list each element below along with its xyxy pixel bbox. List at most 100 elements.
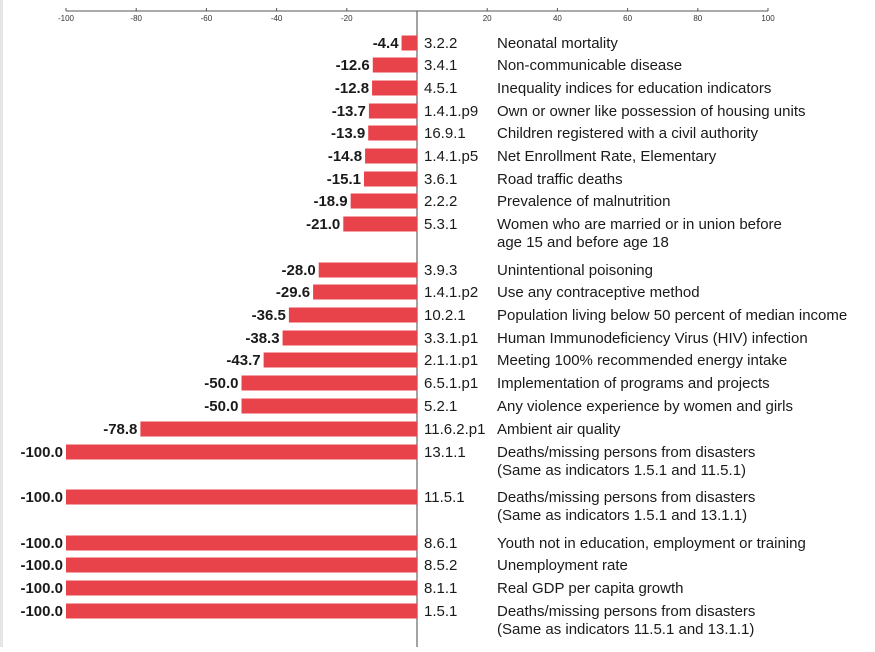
bar bbox=[372, 57, 417, 73]
indicator-code: 8.5.2 bbox=[424, 557, 457, 574]
category-label: Implementation of programs and projects bbox=[497, 375, 770, 392]
indicator-code: 1.4.1.p5 bbox=[424, 148, 478, 165]
category-label: Deaths/missing persons from disasters bbox=[497, 489, 755, 506]
indicator-code: 8.6.1 bbox=[424, 535, 457, 552]
frame-edge bbox=[0, 0, 3, 647]
data-label: -28.0 bbox=[282, 262, 316, 279]
indicator-code: 8.1.1 bbox=[424, 580, 457, 597]
data-label: -36.5 bbox=[252, 307, 286, 324]
category-label: (Same as indicators 1.5.1 and 13.1.1) bbox=[497, 507, 747, 524]
data-label: -15.1 bbox=[327, 171, 361, 188]
data-label: -50.0 bbox=[204, 398, 238, 415]
bar bbox=[282, 330, 417, 346]
indicator-code: 11.5.1 bbox=[424, 489, 465, 506]
category-label: Population living below 50 percent of me… bbox=[497, 307, 847, 324]
bar bbox=[241, 375, 417, 391]
category-label: Youth not in education, employment or tr… bbox=[497, 535, 806, 552]
category-label: Prevalence of malnutrition bbox=[497, 193, 670, 210]
x-tick-label: -40 bbox=[271, 14, 283, 23]
data-label: -21.0 bbox=[306, 216, 340, 233]
indicator-code: 2.2.2 bbox=[424, 193, 457, 210]
indicator-code: 5.2.1 bbox=[424, 398, 457, 415]
category-label: Deaths/missing persons from disasters bbox=[497, 444, 755, 461]
bar bbox=[343, 216, 417, 232]
bar bbox=[288, 307, 417, 323]
x-tick-label: -80 bbox=[130, 14, 142, 23]
indicator-code: 3.2.2 bbox=[424, 35, 457, 52]
x-tick-label: -100 bbox=[58, 14, 75, 23]
data-label: -4.4 bbox=[373, 35, 400, 52]
bar bbox=[140, 421, 418, 437]
bar bbox=[401, 35, 417, 51]
indicator-code: 3.4.1 bbox=[424, 57, 457, 74]
category-label: Any violence experience by women and gir… bbox=[497, 398, 793, 415]
bar bbox=[66, 489, 417, 505]
indicator-code: 1.4.1.p2 bbox=[424, 284, 478, 301]
bar bbox=[66, 557, 417, 573]
bar bbox=[368, 125, 417, 141]
data-label: -50.0 bbox=[204, 375, 238, 392]
data-label: -12.8 bbox=[335, 80, 369, 97]
x-tick-label: 20 bbox=[483, 14, 492, 23]
bar bbox=[66, 603, 417, 619]
bar bbox=[363, 171, 417, 187]
bar bbox=[66, 580, 417, 596]
category-label: Ambient air quality bbox=[497, 421, 621, 438]
category-label: Road traffic deaths bbox=[497, 171, 623, 188]
data-label: -13.7 bbox=[332, 103, 366, 120]
category-label: Neonatal mortality bbox=[497, 35, 618, 52]
category-label: Net Enrollment Rate, Elementary bbox=[497, 148, 717, 165]
bar bbox=[350, 193, 417, 209]
category-label: Inequality indices for education indicat… bbox=[497, 80, 771, 97]
label-layer: -4.4 3.2.2 Neonatal mortality -12.6 3.4.1 Non… bbox=[20, 35, 847, 638]
bar bbox=[368, 103, 417, 119]
data-label: -14.8 bbox=[328, 148, 362, 165]
x-tick-label: -20 bbox=[341, 14, 353, 23]
data-label: -12.6 bbox=[336, 57, 370, 74]
data-label: -18.9 bbox=[313, 193, 347, 210]
x-tick-label: 40 bbox=[553, 14, 562, 23]
data-label: -38.3 bbox=[245, 330, 279, 347]
data-label: -100.0 bbox=[20, 489, 63, 506]
category-label: (Same as indicators 1.5.1 and 11.5.1) bbox=[497, 462, 746, 479]
category-label: Meeting 100% recommended energy intake bbox=[497, 352, 787, 369]
category-label: Unintentional poisoning bbox=[497, 262, 653, 279]
category-label: Unemployment rate bbox=[497, 557, 628, 574]
indicator-code: 3.6.1 bbox=[424, 171, 457, 188]
category-label: Children registered with a civil authori… bbox=[497, 125, 758, 142]
indicator-code: 1.5.1 bbox=[424, 603, 457, 620]
bar bbox=[66, 444, 417, 460]
x-tick-label: 60 bbox=[623, 14, 632, 23]
indicator-code: 5.3.1 bbox=[424, 216, 457, 233]
category-label: Own or owner like possession of housing … bbox=[497, 103, 806, 120]
data-label: -100.0 bbox=[20, 603, 63, 620]
x-tick-label: 100 bbox=[761, 14, 775, 23]
bar bbox=[66, 535, 417, 551]
indicator-code: 4.5.1 bbox=[424, 80, 457, 97]
bar bbox=[313, 284, 417, 300]
bar bbox=[372, 80, 417, 96]
bar bbox=[241, 398, 417, 414]
data-label: -78.8 bbox=[103, 421, 137, 438]
data-label: -100.0 bbox=[20, 557, 63, 574]
indicator-code: 6.5.1.p1 bbox=[424, 375, 478, 392]
indicator-code: 13.1.1 bbox=[424, 444, 466, 461]
bar-layer bbox=[66, 35, 418, 619]
category-label: age 15 and before age 18 bbox=[497, 234, 669, 251]
category-label: Women who are married or in union before bbox=[497, 216, 782, 233]
bar bbox=[263, 352, 417, 368]
category-label: (Same as indicators 11.5.1 and 13.1.1) bbox=[497, 621, 754, 638]
indicator-code: 3.3.1.p1 bbox=[424, 330, 478, 347]
indicator-code: 11.6.2.p1 bbox=[424, 421, 485, 438]
x-tick-label: 80 bbox=[693, 14, 702, 23]
data-label: -100.0 bbox=[20, 580, 63, 597]
indicator-code: 2.1.1.p1 bbox=[424, 352, 478, 369]
bar bbox=[318, 262, 417, 278]
category-label: Real GDP per capita growth bbox=[497, 580, 683, 597]
indicator-code: 1.4.1.p9 bbox=[424, 103, 478, 120]
data-label: -43.7 bbox=[226, 352, 260, 369]
data-label: -100.0 bbox=[20, 535, 63, 552]
indicator-code: 3.9.3 bbox=[424, 262, 457, 279]
